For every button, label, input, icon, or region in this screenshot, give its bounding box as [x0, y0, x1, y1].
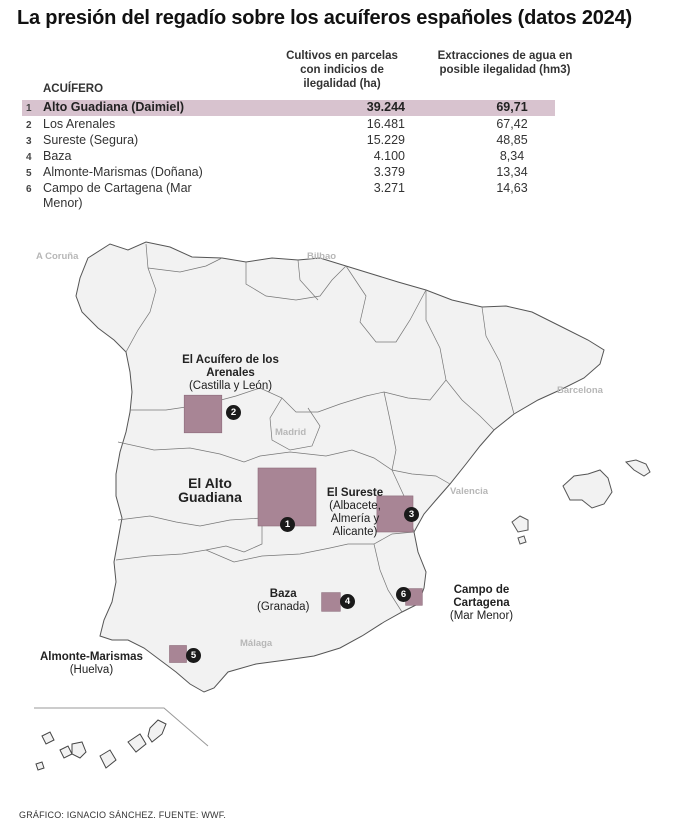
row-extraction: 69,71 [496, 100, 528, 114]
aquifer-name: Almonte-Marismas [40, 651, 143, 663]
aquifer-label-sureste: El Sureste (Albacete, Almería y Alicante… [320, 487, 390, 539]
row-crops: 15.229 [366, 133, 405, 147]
row-name: Los Arenales [43, 117, 116, 131]
row-rank: 2 [26, 120, 32, 131]
formentera [517, 535, 527, 545]
city-label-a-coruna: A Coruña [36, 251, 79, 262]
region-border [481, 306, 515, 415]
row-extraction: 8,34 [499, 149, 525, 163]
aquifer-name: El Alto Guadiana [178, 475, 242, 505]
row-rank: 4 [26, 152, 32, 163]
land-masses [75, 241, 651, 693]
iberian-peninsula [75, 241, 605, 693]
row-rank: 6 [26, 184, 32, 195]
row-rank: 1 [26, 103, 32, 114]
aquifer-square [257, 467, 317, 527]
region-border [115, 531, 415, 563]
region-border [269, 397, 321, 451]
marker-4: 4 [340, 594, 355, 609]
row-rank: 5 [26, 168, 32, 179]
region-border [373, 543, 403, 613]
row-extraction: 13,34 [496, 165, 528, 179]
aquifer-square [183, 394, 223, 434]
aquifer-name: Campo de Cartagena [453, 584, 510, 609]
row-name: Almonte-Marismas (Doñana) [43, 165, 203, 179]
aquifer-label-cartagena: Campo de Cartagena (Mar Menor) [444, 584, 519, 623]
region-border [125, 243, 157, 353]
canary-island [71, 741, 87, 759]
region-border [383, 391, 397, 471]
header-aquifer: ACUÍFERO [43, 83, 104, 95]
canary-island [99, 749, 117, 769]
region-border [245, 262, 347, 301]
aquifer-detail: (Granada) [257, 601, 310, 613]
region-borders [115, 243, 515, 613]
footer-credit: GRÁFICO: IGNACIO SÁNCHEZ. FUENTE: WWF. [19, 810, 227, 820]
canary-islands [35, 719, 167, 771]
row-crops: 3.379 [373, 165, 405, 179]
table-row: 1 Alto Guadiana (Daimiel) 39.244 69,71 [22, 100, 555, 116]
aquifer-detail: (Huelva) [69, 664, 114, 676]
table-row: 6 Campo de Cartagena (Mar Menor) 3.271 1… [22, 181, 555, 213]
aquifer-name: El Acuífero de los Arenales [182, 354, 279, 379]
row-extraction: 48,85 [496, 133, 528, 147]
marker-2: 2 [226, 405, 241, 420]
city-label-madrid: Madrid [275, 427, 307, 438]
aquifer-detail: (Albacete, Almería y Alicante) [329, 500, 381, 538]
marker-1: 1 [280, 517, 295, 532]
row-crops: 3.271 [373, 181, 405, 195]
header-extraction: Extracciones de agua en posible ilegalid… [437, 50, 573, 76]
row-name: Baza [43, 149, 72, 163]
aquifer-square [321, 592, 341, 612]
city-label-valencia: Valencia [450, 486, 489, 497]
city-label-malaga: Málaga [240, 638, 273, 649]
aquifer-name: El Sureste [326, 487, 384, 499]
region-border [345, 265, 427, 343]
row-crops: 16.481 [366, 117, 405, 131]
marker-5: 5 [186, 648, 201, 663]
row-crops: 39.244 [366, 100, 405, 114]
region-border [117, 441, 451, 485]
ibiza [511, 515, 529, 533]
row-crops: 4.100 [373, 149, 405, 163]
marker-3: 3 [404, 507, 419, 522]
region-border [147, 257, 223, 273]
chart-title: La presión del regadío sobre los acuífer… [17, 7, 632, 29]
canary-island [59, 745, 73, 759]
canary-island [127, 733, 147, 753]
inset-frame [34, 707, 209, 747]
mallorca [562, 469, 613, 509]
city-label-bilbao: Bilbao [307, 251, 337, 262]
row-name: Alto Guadiana (Daimiel) [43, 100, 184, 114]
marker-6: 6 [396, 587, 411, 602]
aquifer-label-almonte: Almonte-Marismas (Huelva) [40, 651, 143, 677]
region-border [205, 518, 263, 553]
header-crops: Cultivos en parcelas con indicios de ile… [286, 50, 398, 90]
canary-island [41, 731, 55, 745]
canary-island [35, 761, 45, 771]
aquifer-detail: (Mar Menor) [449, 610, 514, 622]
aquifer-label-arenales: El Acuífero de los Arenales (Castilla y … [178, 354, 283, 393]
row-name: Campo de Cartagena (Mar Menor) [43, 181, 192, 210]
aquifer-name: Baza [269, 588, 297, 600]
region-border [117, 515, 263, 527]
row-extraction: 67,42 [496, 117, 528, 131]
row-extraction: 14,63 [496, 181, 528, 195]
city-label-barcelona: Barcelona [557, 385, 603, 396]
menorca [624, 459, 651, 477]
row-rank: 3 [26, 136, 32, 147]
region-border [297, 259, 319, 301]
aquifer-label-baza: Baza (Granada) [257, 588, 309, 614]
row-name: Sureste (Segura) [43, 133, 139, 147]
aquifer-detail: (Castilla y León) [188, 380, 273, 392]
canary-island [147, 719, 167, 743]
aquifer-label-alto-guadiana: El Alto Guadiana [170, 476, 250, 504]
aquifer-square [169, 645, 187, 663]
aquifer-squares [169, 394, 423, 663]
